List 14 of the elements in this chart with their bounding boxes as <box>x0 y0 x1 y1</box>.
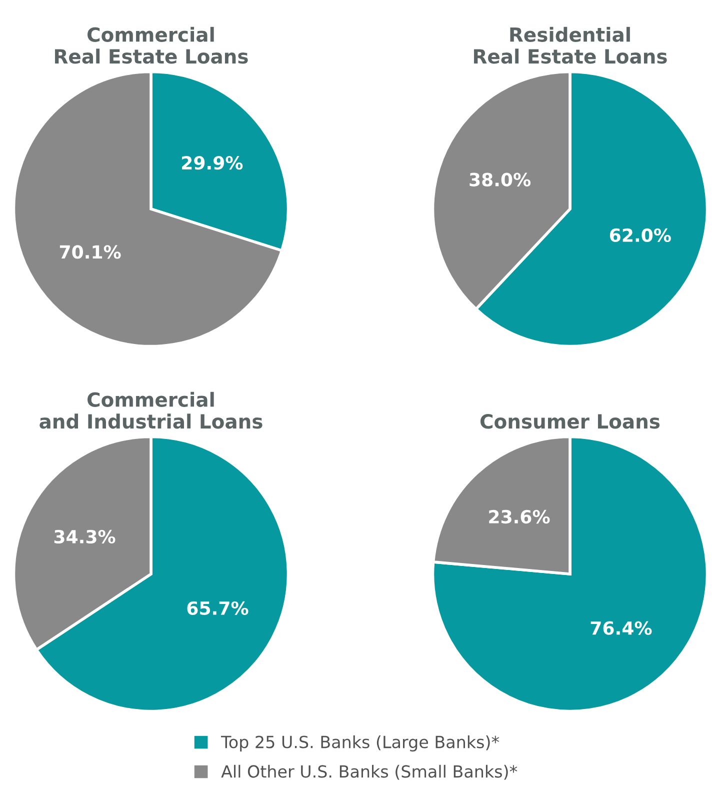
data-label: 65.7% <box>187 601 248 615</box>
data-label: 34.3% <box>54 530 116 544</box>
chart-title: Residential Real Estate Loans <box>474 26 667 64</box>
data-label: 23.6% <box>489 510 550 524</box>
chart-title: Commercial Real Estate Loans <box>55 26 248 64</box>
data-label: 29.9% <box>182 156 243 170</box>
data-label: 76.4% <box>590 621 652 635</box>
data-label: 70.1% <box>60 245 121 259</box>
data-label: 38.0% <box>470 172 531 186</box>
chart-title: Consumer Loans <box>480 414 660 429</box>
chart-title: Commercial and Industrial Loans <box>40 392 262 429</box>
legend-label: Top 25 U.S. Banks (Large Banks)* <box>221 735 500 752</box>
data-label: 62.0% <box>610 228 671 242</box>
legend-label: All Other U.S. Banks (Small Banks)* <box>221 764 518 780</box>
